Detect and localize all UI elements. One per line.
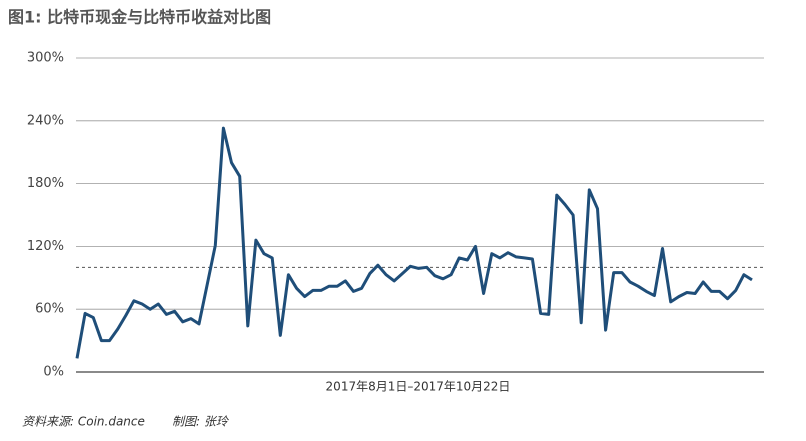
x-axis-label: 2017年8月1日–2017年10月22日: [326, 380, 511, 394]
y-tick-label: 240%: [27, 113, 64, 128]
data-line: [75, 126, 753, 359]
chart-title: 图1: 比特币现金与比特币收益对比图: [8, 8, 271, 27]
y-tick-label: 60%: [35, 302, 64, 317]
y-tick-label: 180%: [27, 176, 64, 191]
y-tick-label: 300%: [27, 51, 64, 66]
y-tick-label: 0%: [43, 365, 64, 380]
credit-note: 制图: 张玲: [172, 415, 230, 429]
source-note: 资料来源: Coin.dance: [22, 415, 145, 429]
y-tick-label: 120%: [27, 239, 64, 254]
